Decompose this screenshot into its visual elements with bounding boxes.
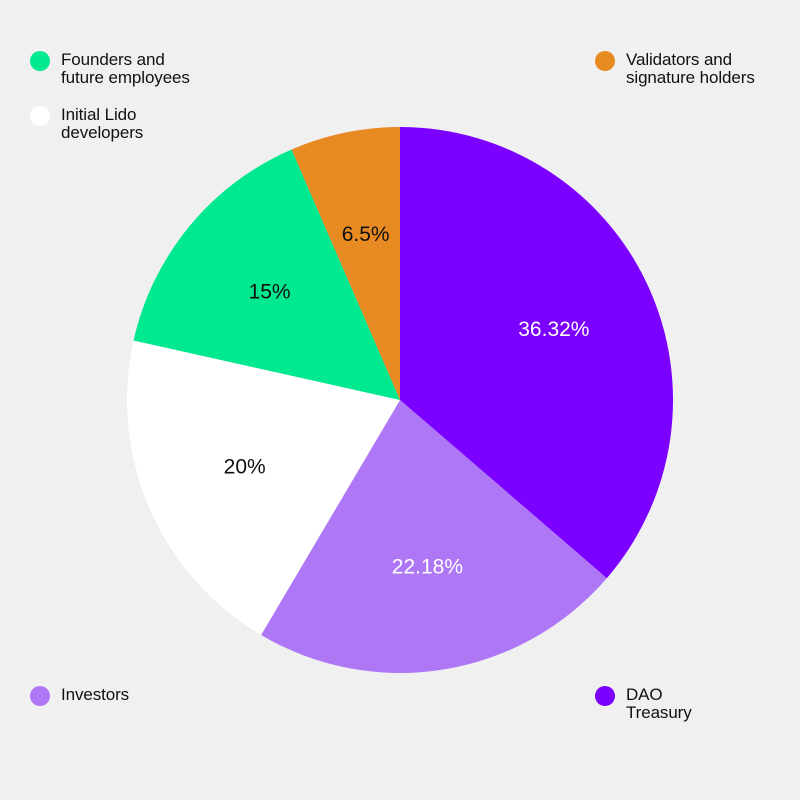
pie-slice-initial-lido-developers	[126, 340, 400, 635]
legend-swatch-validators	[595, 51, 615, 71]
legend-item-dao-treasury: DAO Treasury	[595, 686, 692, 722]
legend-item-validators: Validators and signature holders	[595, 51, 755, 87]
legend-label-validators: Validators and signature holders	[626, 50, 755, 87]
legend-label-dao-treasury: DAO Treasury	[626, 685, 692, 722]
pie-slice-label-validators-and-signature-holders: 6.5%	[342, 223, 390, 246]
pie-slice-label-initial-lido-developers: 20%	[224, 456, 266, 479]
legend-swatch-investors	[30, 686, 50, 706]
pie-slice-label-dao-treasury: 36.32%	[518, 318, 589, 341]
pie-slice-founders-and-future-employees	[133, 149, 401, 400]
pie-slice-label-investors: 22.18%	[392, 556, 463, 579]
legend-item-founders: Founders and future employees	[30, 51, 190, 87]
pie-slice-validators-and-signature-holders	[291, 127, 400, 400]
legend-swatch-founders	[30, 51, 50, 71]
pie-slice-label-founders-and-future-employees: 15%	[249, 281, 291, 304]
legend-label-initial-lido-developers: Initial Lido developers	[61, 105, 144, 142]
pie-slice-dao-treasury	[400, 127, 673, 579]
legend-swatch-dao-treasury	[595, 686, 615, 706]
legend-label-investors: Investors	[61, 685, 130, 704]
legend-item-initial-lido-developers: Initial Lido developers	[30, 106, 143, 142]
legend-item-investors: Investors	[30, 686, 129, 706]
pie-slice-investors	[261, 400, 607, 673]
legend-label-founders: Founders and future employees	[61, 50, 190, 87]
legend-swatch-initial-lido-developers	[30, 106, 50, 126]
